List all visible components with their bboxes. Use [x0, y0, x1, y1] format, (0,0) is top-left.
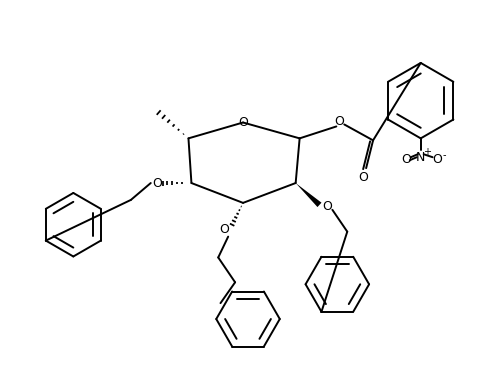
Text: O: O [322, 200, 332, 213]
Text: O: O [334, 115, 344, 128]
Text: O: O [358, 171, 368, 184]
Text: O: O [220, 223, 229, 236]
Text: -: - [443, 150, 446, 160]
Text: N: N [416, 151, 426, 164]
Text: O: O [152, 177, 162, 190]
Text: O: O [238, 116, 248, 129]
Text: +: + [422, 147, 430, 157]
Text: O: O [401, 153, 411, 166]
Text: O: O [432, 153, 442, 166]
Polygon shape [296, 183, 322, 207]
